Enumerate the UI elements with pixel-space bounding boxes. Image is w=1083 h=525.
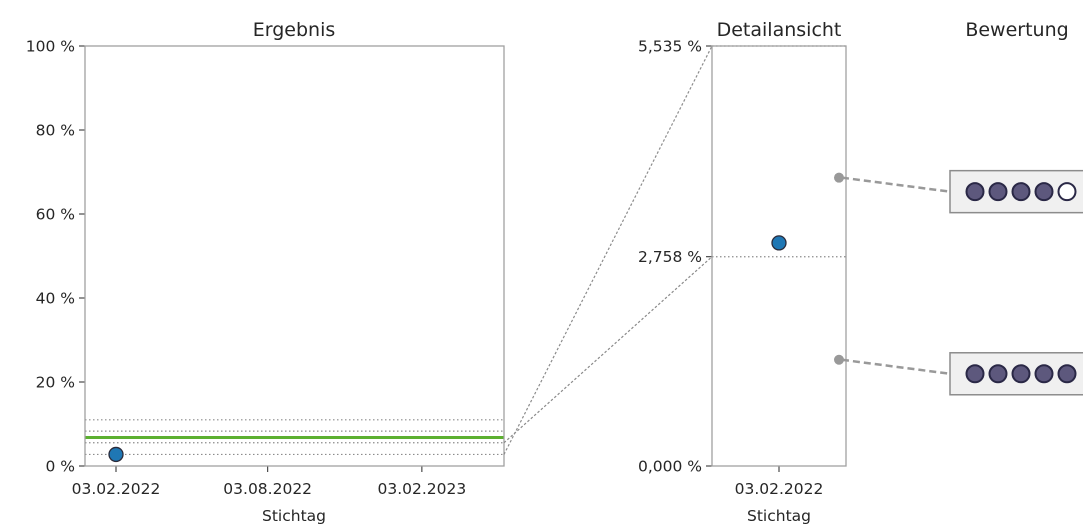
main-y-axis: 0 % 20 % 40 % 60 % 80 % 100 % bbox=[26, 38, 85, 476]
rating-dot-filled-icon bbox=[1034, 364, 1054, 384]
main-y-tick-label-5: 100 % bbox=[26, 38, 75, 56]
rating-dot-filled-icon bbox=[988, 182, 1008, 202]
rating-dot-filled-icon bbox=[1034, 182, 1054, 202]
main-x-axis: 03.02.2022 03.08.2022 03.02.2023 bbox=[72, 466, 467, 498]
rating-dot-filled-icon bbox=[1057, 364, 1077, 384]
rating-anchor-dot-1 bbox=[834, 354, 844, 365]
main-x-axis-label: Stichtag bbox=[262, 507, 326, 525]
detail-y-tick-label-2: 5,535 % bbox=[638, 38, 702, 56]
rating-dot-filled-icon bbox=[1011, 182, 1031, 202]
detail-x-axis-label: Stichtag bbox=[747, 507, 811, 525]
main-x-tick-label-2: 03.02.2023 bbox=[378, 480, 467, 498]
detail-chart-title: Detailansicht bbox=[717, 19, 842, 41]
detail-chart: Detailansicht 0,000 % 2,758 % 5,535 % 03.0… bbox=[638, 19, 847, 525]
main-y-tick-label-4: 80 % bbox=[36, 122, 75, 140]
rating-item-0 bbox=[834, 169, 1083, 214]
detail-reference-lines bbox=[712, 45, 846, 258]
zoom-connectors bbox=[503, 45, 713, 455]
rating-dot-filled-icon bbox=[988, 364, 1008, 384]
main-y-tick-label-3: 60 % bbox=[36, 206, 75, 224]
detail-y-tick-label-1: 2,758 % bbox=[638, 248, 702, 266]
detail-y-tick-label-0: 0,000 % bbox=[638, 458, 702, 476]
rating-connector-0 bbox=[841, 176, 951, 193]
zoom-connector-lower bbox=[503, 256, 713, 444]
main-points bbox=[108, 446, 124, 463]
main-y-tick-label-2: 40 % bbox=[36, 290, 75, 308]
main-y-tick-label-0: 0 % bbox=[45, 458, 75, 476]
rating-panel: Bewertung bbox=[834, 19, 1083, 396]
detail-y-axis: 0,000 % 2,758 % 5,535 % bbox=[638, 38, 712, 476]
rating-items bbox=[834, 169, 1083, 396]
rating-dot-filled-icon bbox=[1011, 364, 1031, 384]
detail-points bbox=[771, 235, 787, 251]
main-chart: Ergebnis 0 % 20 % 40 % 60 % 80 % 100 % 03.02.… bbox=[26, 19, 505, 525]
main-x-tick-label-0: 03.02.2022 bbox=[72, 480, 161, 498]
rating-connector-1 bbox=[841, 358, 951, 376]
main-x-tick-label-1: 03.08.2022 bbox=[223, 480, 312, 498]
detail-plot-frame bbox=[711, 45, 847, 467]
detail-x-tick-label-0: 03.02.2022 bbox=[735, 480, 824, 498]
rating-dot-empty-icon bbox=[1057, 182, 1077, 202]
main-y-tick-label-1: 20 % bbox=[36, 374, 75, 392]
rating-anchor-dot-0 bbox=[834, 172, 844, 183]
main-reference-lines bbox=[85, 419, 504, 456]
main-point-0 bbox=[108, 446, 124, 463]
main-chart-title: Ergebnis bbox=[253, 19, 336, 41]
detail-x-axis: 03.02.2022 bbox=[735, 466, 824, 498]
rating-dot-filled-icon bbox=[965, 182, 985, 202]
rating-dot-filled-icon bbox=[965, 364, 985, 384]
rating-item-1 bbox=[834, 352, 1083, 396]
main-plot-frame bbox=[84, 45, 505, 467]
rating-title: Bewertung bbox=[965, 19, 1068, 41]
detail-point-0 bbox=[771, 235, 787, 251]
